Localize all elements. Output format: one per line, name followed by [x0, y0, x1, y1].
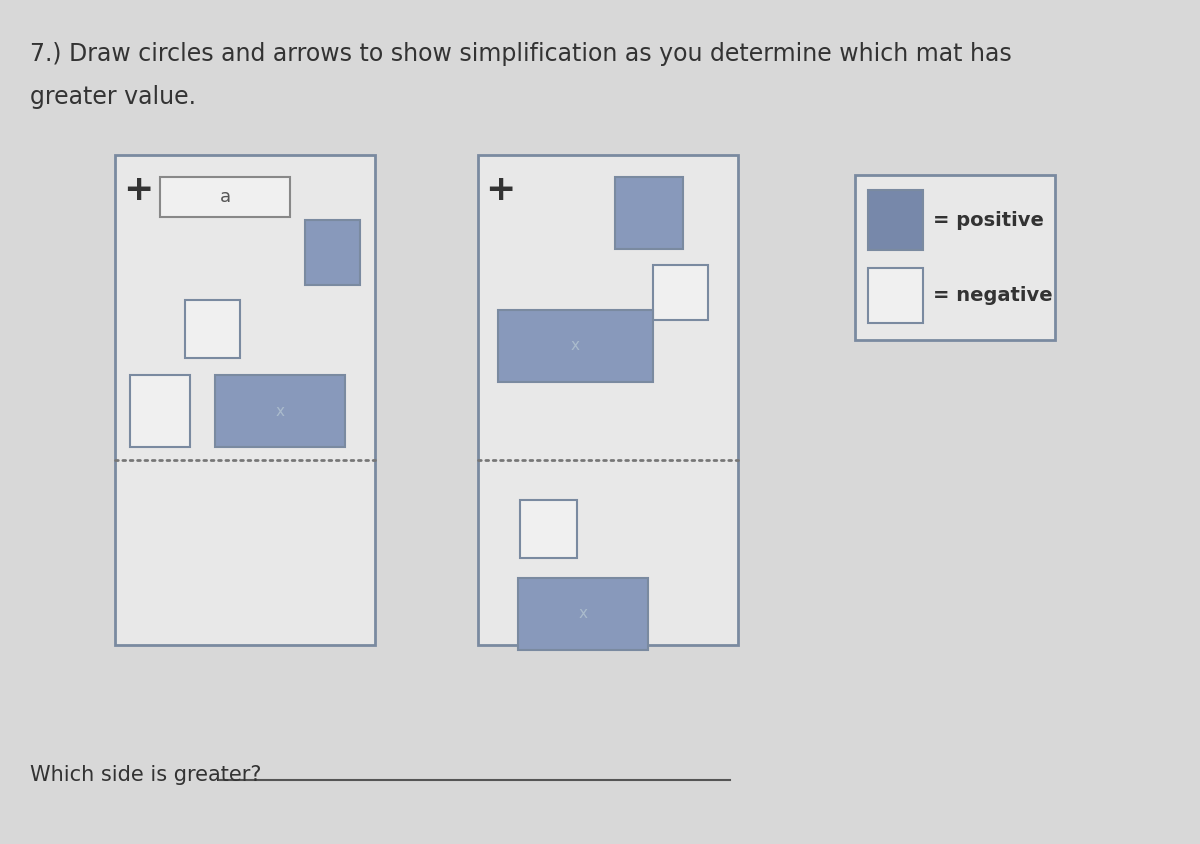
- Text: 7.) Draw circles and arrows to show simplification as you determine which mat ha: 7.) Draw circles and arrows to show simp…: [30, 42, 1012, 66]
- Bar: [115, 155, 374, 645]
- Text: +: +: [485, 173, 515, 207]
- Bar: [160, 177, 290, 217]
- Bar: [868, 268, 923, 323]
- Bar: [478, 155, 738, 645]
- Text: x: x: [571, 338, 580, 354]
- Bar: [215, 375, 346, 447]
- Text: +: +: [122, 173, 154, 207]
- Text: x: x: [578, 607, 588, 621]
- Text: = negative: = negative: [934, 286, 1052, 305]
- Bar: [498, 310, 653, 382]
- Text: x: x: [276, 403, 284, 419]
- Bar: [854, 175, 1055, 340]
- Bar: [130, 375, 190, 447]
- Bar: [868, 190, 923, 250]
- Text: = positive: = positive: [934, 210, 1044, 230]
- Text: Which side is greater?: Which side is greater?: [30, 765, 262, 785]
- Bar: [185, 300, 240, 358]
- Bar: [616, 177, 683, 249]
- Text: a: a: [220, 188, 230, 206]
- Text: greater value.: greater value.: [30, 85, 196, 109]
- Bar: [518, 578, 648, 650]
- Bar: [305, 220, 360, 285]
- Bar: [520, 500, 577, 558]
- Bar: [653, 265, 708, 320]
